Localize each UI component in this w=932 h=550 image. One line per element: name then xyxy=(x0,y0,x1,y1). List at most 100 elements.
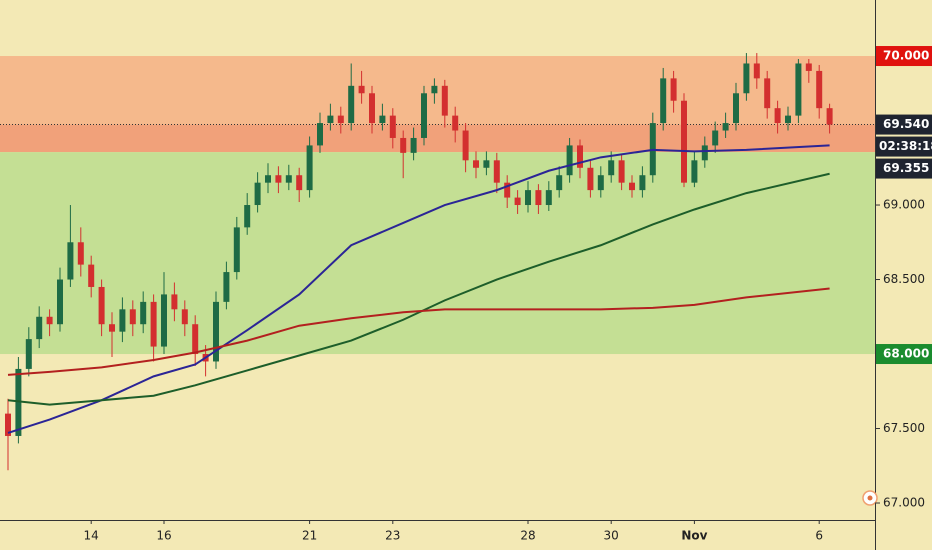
candle-body xyxy=(254,182,261,206)
candle-body xyxy=(826,108,833,125)
candle-body xyxy=(712,130,719,146)
candle-body xyxy=(223,272,230,302)
candle-body xyxy=(753,63,760,79)
price-label-box xyxy=(876,158,932,179)
candle-body xyxy=(213,301,219,362)
candle-body xyxy=(473,160,479,168)
price-label: 69.355 xyxy=(883,161,929,175)
candle-body xyxy=(192,324,199,355)
reset-icon-dot xyxy=(867,495,873,501)
candle-body xyxy=(233,227,240,273)
y-tick-label: 67.500 xyxy=(883,421,925,435)
candle-body xyxy=(670,78,677,101)
candle-body xyxy=(504,182,511,198)
candle-body xyxy=(36,316,43,340)
y-tick-label: 67.000 xyxy=(883,496,925,510)
price-label-box xyxy=(876,114,932,135)
candle-body xyxy=(805,63,812,71)
candle-body xyxy=(348,85,355,124)
candle-body xyxy=(421,93,427,138)
candle-body xyxy=(296,175,303,191)
x-tick-label: 16 xyxy=(156,529,171,543)
candle-body xyxy=(46,316,53,325)
candle-body xyxy=(389,115,396,138)
candle-body xyxy=(525,190,531,206)
candle-body xyxy=(587,167,594,191)
price-label: 70.000 xyxy=(883,49,929,63)
candle-body xyxy=(462,130,469,161)
y-tick-label: 69.000 xyxy=(883,198,925,212)
candle-body xyxy=(77,242,84,265)
moving-average xyxy=(7,172,830,406)
candle-body xyxy=(140,301,147,325)
candle-body xyxy=(57,279,63,325)
x-tick-label: 6 xyxy=(815,529,823,543)
candle-body xyxy=(327,115,334,124)
price-label-box xyxy=(876,344,932,365)
candle-body xyxy=(431,85,438,94)
x-tick-label: 28 xyxy=(520,529,535,543)
x-tick-label: 21 xyxy=(302,529,317,543)
x-tick-label: 30 xyxy=(604,529,619,543)
candle-body xyxy=(535,190,542,206)
price-label-box xyxy=(876,46,932,67)
zone xyxy=(0,124,875,153)
candle-body xyxy=(441,85,448,116)
x-tick-label: Nov xyxy=(681,529,707,543)
x-tick-label: 23 xyxy=(385,529,400,543)
price-label: 68.000 xyxy=(883,347,929,361)
countdown-box xyxy=(876,136,932,157)
candle-body xyxy=(556,175,563,191)
candle-body xyxy=(701,145,708,161)
candle-body xyxy=(5,413,11,436)
candle-body xyxy=(733,93,739,124)
candle-body xyxy=(816,70,823,109)
candle-body xyxy=(452,115,459,131)
candle-body xyxy=(722,123,729,131)
candle-body xyxy=(265,175,271,183)
candle-body xyxy=(88,264,95,287)
candle-body xyxy=(597,175,604,191)
candle-body xyxy=(764,78,771,109)
candle-body xyxy=(15,368,22,436)
candle-body xyxy=(577,145,583,168)
candle-body xyxy=(660,78,667,124)
candle-body xyxy=(785,115,791,124)
candle-body xyxy=(317,123,323,146)
candle-body xyxy=(275,175,282,183)
candle-body xyxy=(181,309,188,325)
candle-body xyxy=(150,301,157,347)
candle-body xyxy=(109,324,115,332)
candle-body xyxy=(161,294,167,347)
candle-body xyxy=(98,286,105,325)
candle-body xyxy=(379,115,386,124)
candle-body xyxy=(400,137,407,153)
candle-body xyxy=(493,160,500,183)
candle-body xyxy=(545,190,552,206)
candle-body xyxy=(681,100,687,183)
candle-body xyxy=(795,63,802,116)
candle-body xyxy=(743,63,750,94)
plot xyxy=(0,53,875,471)
candle-body xyxy=(618,160,625,183)
moving-average xyxy=(7,287,830,376)
moving-average xyxy=(7,144,830,434)
candle-body xyxy=(608,160,615,176)
candle-body xyxy=(774,108,781,124)
candle-body xyxy=(285,175,292,183)
candle-body xyxy=(358,85,365,94)
candle-body xyxy=(119,309,126,332)
candle-body xyxy=(25,339,32,369)
candle-body xyxy=(306,145,313,191)
candle-body xyxy=(67,242,74,280)
candle-body xyxy=(171,294,178,310)
candle-body xyxy=(514,197,521,206)
countdown: 02:38:18 xyxy=(879,139,932,153)
candle-body xyxy=(337,115,344,124)
candle-body xyxy=(129,309,136,325)
candle-body xyxy=(410,137,417,153)
candle-body xyxy=(369,93,375,124)
zone xyxy=(0,56,875,125)
candle-body xyxy=(483,160,490,168)
